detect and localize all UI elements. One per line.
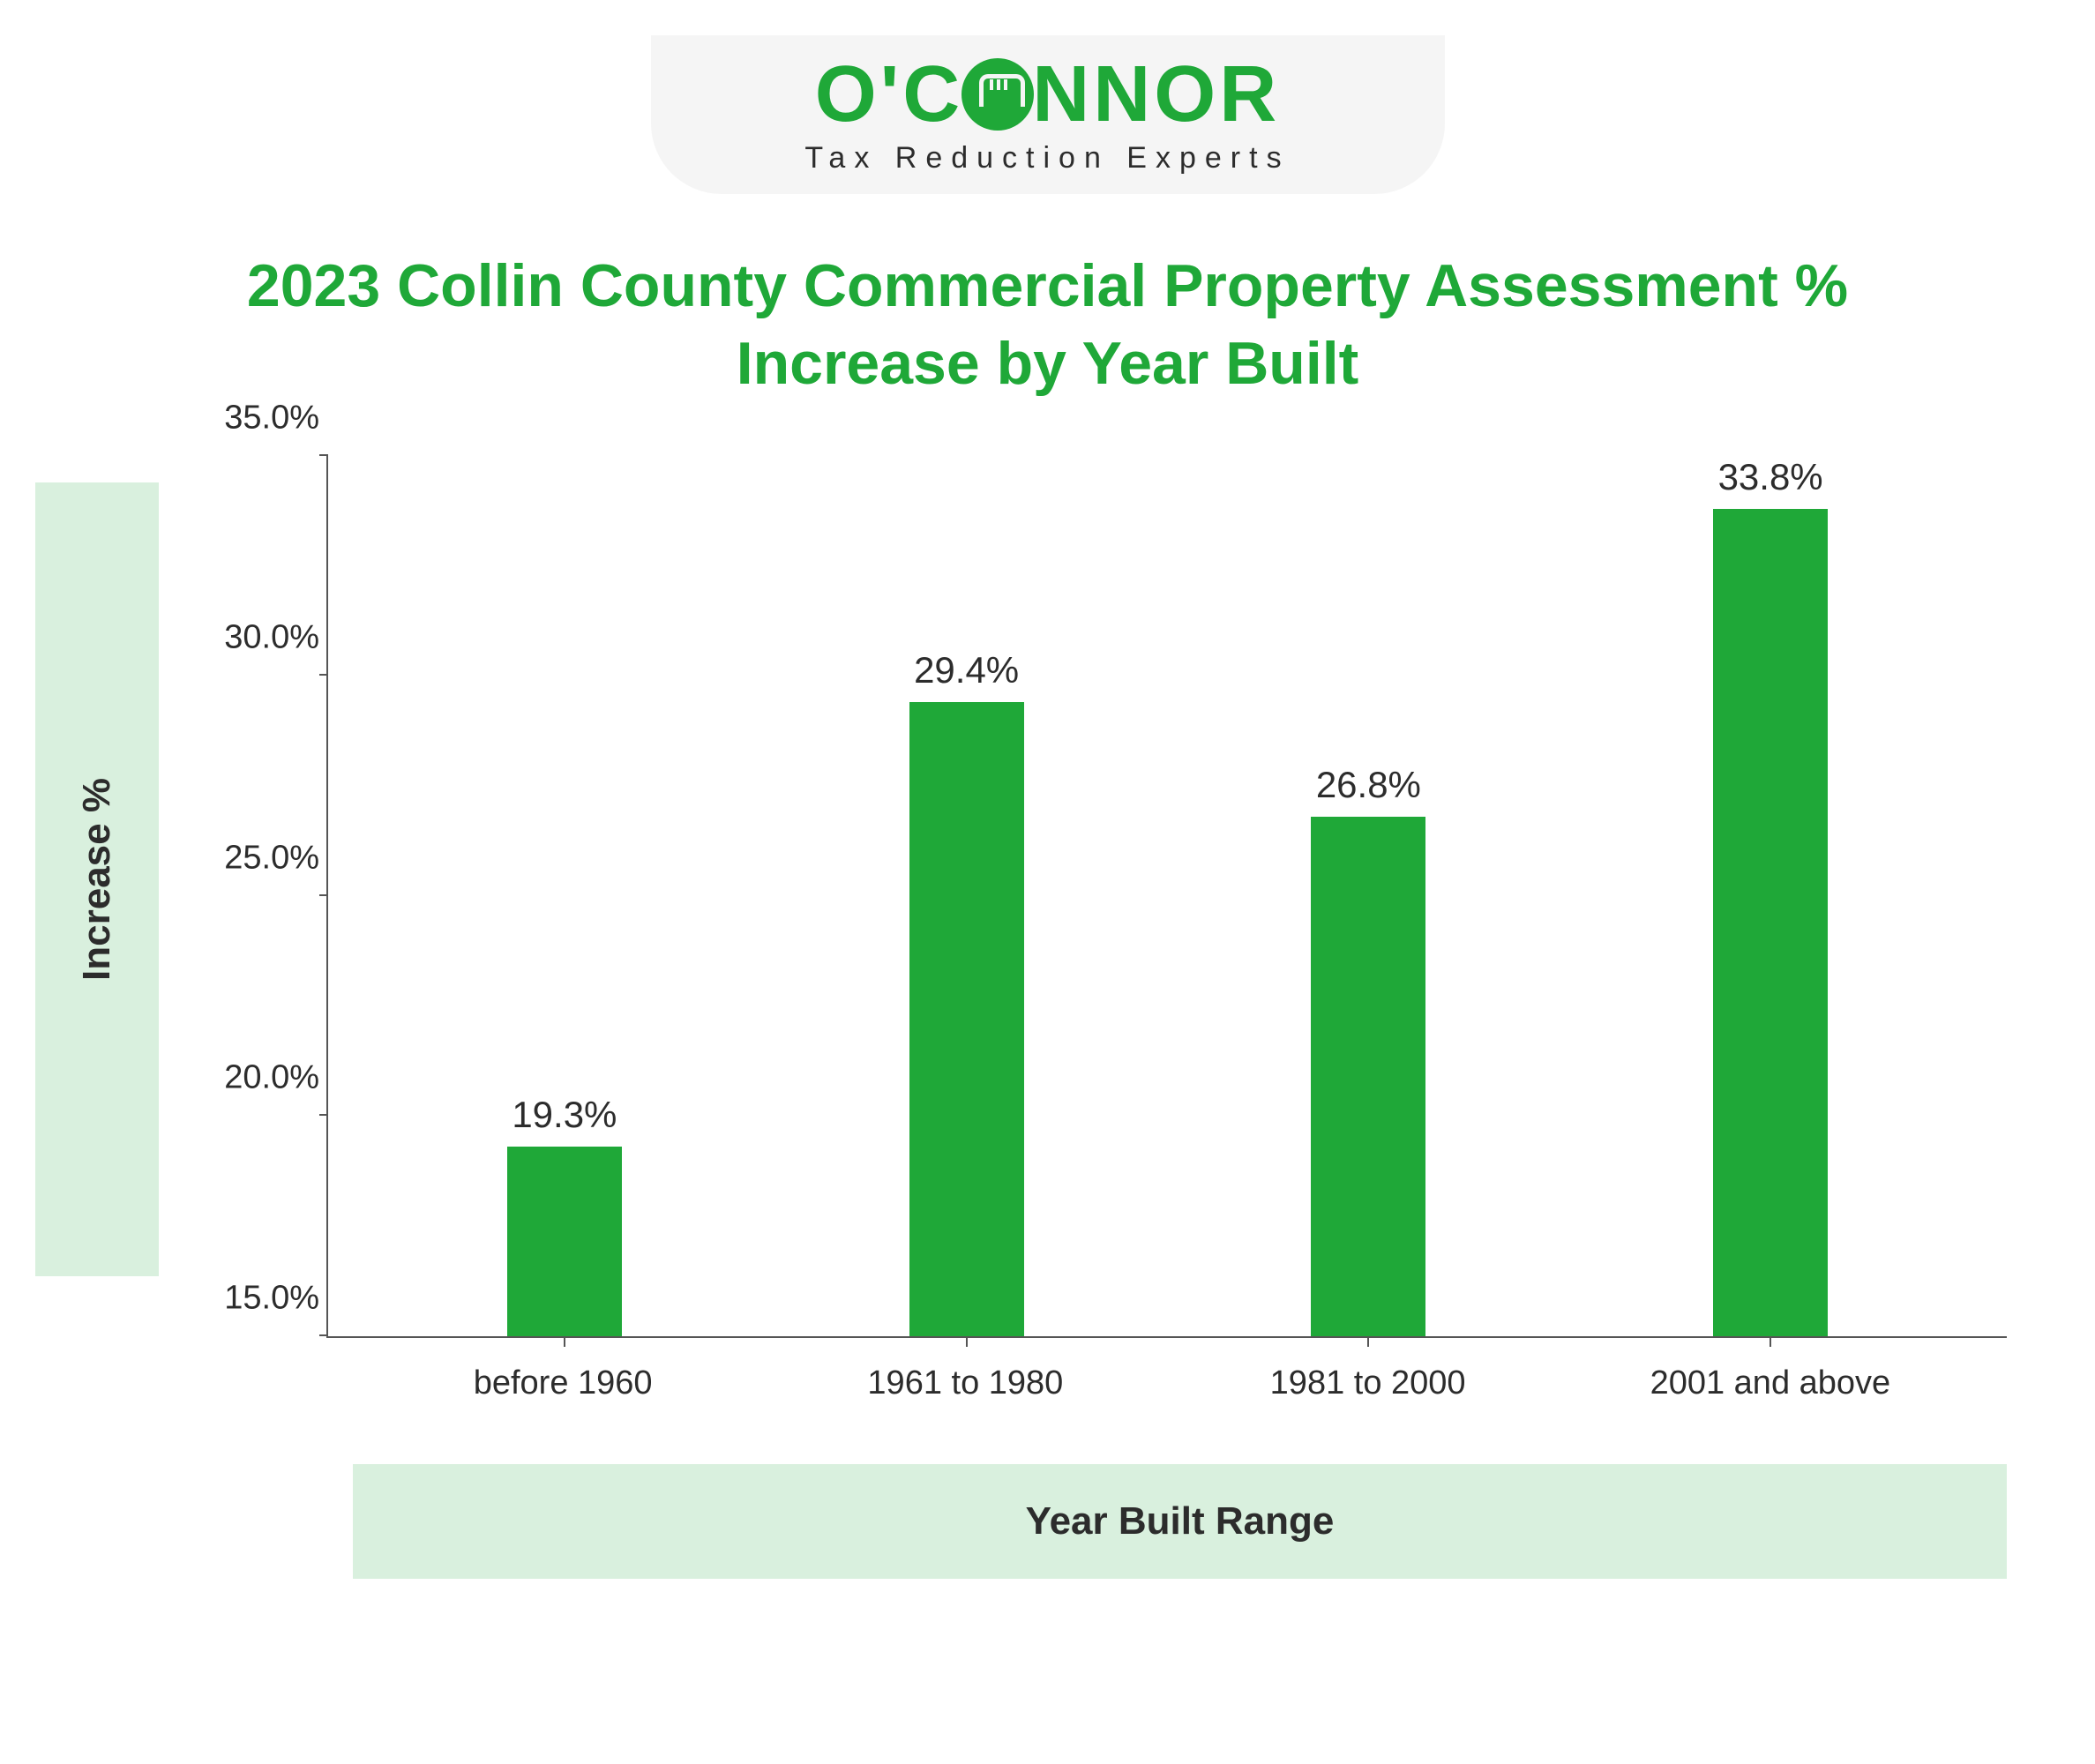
y-axis-label-box: Increase % (35, 482, 159, 1276)
x-axis-label-box: Year Built Range (353, 1464, 2007, 1579)
x-tick-mark (1367, 1336, 1369, 1347)
y-tick-mark (319, 894, 328, 896)
y-tick-mark (319, 674, 328, 676)
shopping-basket-icon (961, 58, 1034, 131)
logo-subtitle: Tax Reduction Experts (804, 141, 1290, 176)
x-tick-label: 1961 to 1980 (789, 1364, 1143, 1402)
x-tick-mark (1770, 1336, 1771, 1347)
logo-banner: O'C NNOR Tax Reduction Experts (651, 35, 1445, 194)
y-tick-label: 35.0% (187, 399, 319, 437)
bar-value-label: 26.8% (1316, 764, 1421, 806)
bar-group: 29.4% (789, 456, 1143, 1336)
y-tick-label: 30.0% (187, 619, 319, 657)
chart-title: 2023 Collin County Commercial Property A… (35, 247, 2060, 403)
bar-group: 26.8% (1192, 456, 1545, 1336)
y-axis-label: Increase % (75, 778, 119, 981)
x-tick-mark (564, 1336, 565, 1347)
bar-value-label: 33.8% (1718, 456, 1823, 498)
chart-area: Increase % 15.0% 20.0% 25.0% 30.0% 35.0%… (35, 456, 2060, 1514)
bar-group: 33.8% (1594, 456, 1948, 1336)
bar (909, 702, 1024, 1336)
logo-prefix: O'C (815, 55, 963, 134)
bar-group: 19.3% (387, 456, 741, 1336)
x-tick-label: 2001 and above (1593, 1364, 1948, 1402)
logo-brand: O'C NNOR (815, 55, 1280, 134)
y-tick-mark (319, 1334, 328, 1336)
x-tick-mark (966, 1336, 968, 1347)
plot-wrapper: 15.0% 20.0% 25.0% 30.0% 35.0% 19.3% (185, 456, 2060, 1514)
x-tick-label: 1981 to 2000 (1191, 1364, 1545, 1402)
chart-container: O'C NNOR Tax Reduction Experts 2023 Coll… (35, 35, 2060, 1729)
x-axis-label: Year Built Range (388, 1499, 1972, 1544)
x-labels-row: before 1960 1961 to 1980 1981 to 2000 20… (326, 1364, 2007, 1402)
bar-value-label: 29.4% (914, 649, 1019, 691)
plot-area: 15.0% 20.0% 25.0% 30.0% 35.0% 19.3% (326, 456, 2007, 1338)
bar (507, 1147, 622, 1336)
bar (1311, 817, 1425, 1336)
y-tick-label: 15.0% (187, 1279, 319, 1317)
y-tick-label: 25.0% (187, 839, 319, 877)
bars-container: 19.3% 29.4% 26.8% 33 (328, 456, 2007, 1336)
bar (1713, 509, 1828, 1336)
bar-value-label: 19.3% (512, 1094, 617, 1136)
logo-suffix: NNOR (1032, 55, 1280, 134)
y-tick-mark (319, 454, 328, 456)
y-tick-label: 20.0% (187, 1059, 319, 1097)
x-tick-label: before 1960 (385, 1364, 740, 1402)
y-tick-mark (319, 1114, 328, 1116)
